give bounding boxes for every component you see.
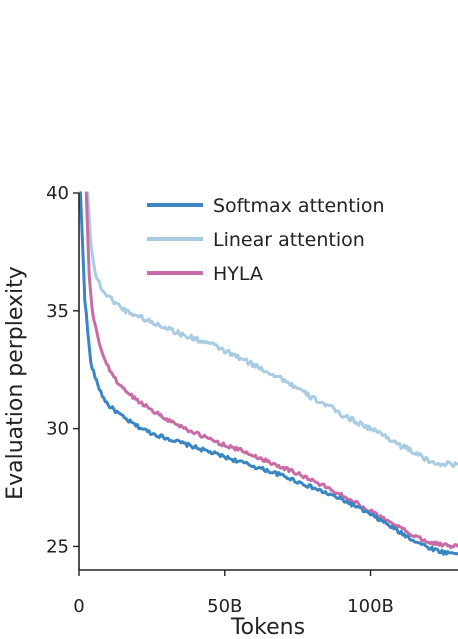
x-axis-ticks: 0 50B 100B	[73, 570, 394, 617]
y-tick-label: 30	[46, 419, 69, 440]
legend-label: Softmax attention	[213, 195, 385, 217]
y-tick-label: 25	[46, 536, 69, 557]
y-axis-ticks: 25 30 35 40	[46, 183, 79, 557]
legend-label: HYLA	[213, 263, 263, 285]
series-line-1	[86, 191, 458, 468]
y-axis-title: Evaluation perplexity	[3, 266, 28, 500]
x-tick-label: 100B	[347, 596, 394, 617]
y-tick-label: 35	[46, 301, 69, 322]
x-tick-label: 0	[73, 596, 84, 617]
legend-label: Linear attention	[213, 229, 365, 251]
x-tick-label: 50B	[207, 596, 242, 617]
series-line-2	[84, 191, 458, 550]
x-axis-title: Tokens	[230, 615, 305, 639]
legend: Softmax attention Linear attention HYLA	[147, 195, 385, 285]
plot-area	[79, 191, 458, 556]
y-tick-label: 40	[46, 183, 69, 204]
series-line-0	[79, 191, 458, 556]
